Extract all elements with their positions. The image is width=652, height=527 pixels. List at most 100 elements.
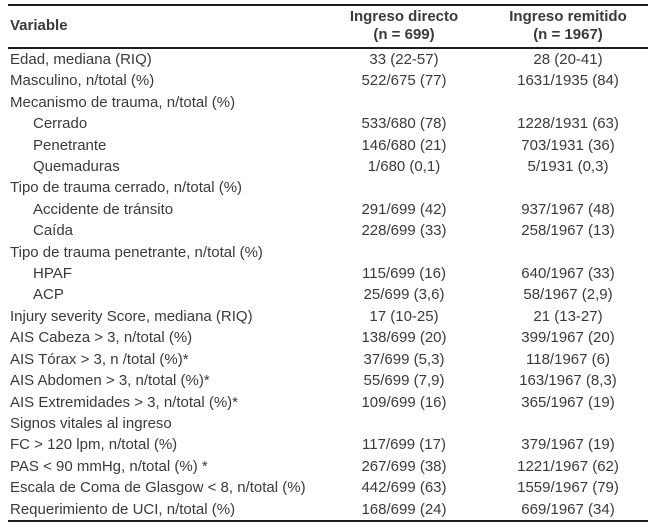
direct-value-cell: 291/699 (42) [361,200,447,218]
remitted-value-cell: 58/1967 (2,9) [523,286,613,304]
header-direct-n: (n = 699) [373,26,435,43]
variable-cell: Mecanismo de trauma, n/total (%) [10,93,236,111]
direct-value-cell: 533/680 (78) [361,115,447,133]
table-header: Variable Ingreso directo (n = 699) Ingre… [8,5,648,49]
table-body: Edad, mediana (RIQ) 33 (22-57) 28 (20-41) M… [8,48,648,521]
variable-cell: PAS < 90 mmHg, n/total (%) * [10,457,208,475]
table-row: AIS Tórax > 3, n /total (%)* 37/699 (5,3)… [8,349,648,370]
table-row: Caída 228/699 (33) 258/1967 (13) [8,220,648,241]
variable-cell: Quemaduras [33,158,120,176]
outcomes-table: Variable Ingreso directo (n = 699) Ingre… [8,4,648,522]
table-row: Edad, mediana (RIQ) 33 (22-57) 28 (20-41) [8,48,648,70]
table-row: AIS Cabeza > 3, n/total (%) 138/699 (20) 3… [8,327,648,348]
direct-value-cell: 117/699 (17) [362,436,446,454]
direct-value-cell: 138/699 (20) [361,329,447,347]
direct-value-cell: 1/680 (0,1) [367,158,441,176]
remitted-value-cell: 5/1931 (0,3) [527,158,609,176]
remitted-value-cell [488,242,648,263]
direct-value-cell: 55/699 (7,9) [363,372,445,390]
remitted-value-cell: 1221/1967 (62) [517,457,619,475]
remitted-value-cell: 1228/1931 (63) [517,115,619,133]
remitted-value-cell: 379/1967 (19) [521,436,615,454]
table-row: Penetrante 146/680 (21) 703/1931 (36) [8,135,648,156]
variable-cell: AIS Tórax > 3, n /total (%)* [10,350,189,368]
direct-value-cell: 168/699 (24) [361,500,447,518]
variable-cell: Escala de Coma de Glasgow < 8, n/total (… [10,479,306,497]
table-row: Cerrado 533/680 (78) 1228/1931 (63) [8,113,648,134]
header-remitted-title: Ingreso remitido [509,8,627,25]
direct-value-cell [320,242,488,263]
variable-cell: AIS Abdomen > 3, n/total (%)* [10,372,210,390]
direct-value-cell: 228/699 (33) [361,222,447,240]
header-row: Variable Ingreso directo (n = 699) Ingre… [8,5,648,49]
variable-cell: HPAF [33,265,72,283]
remitted-value-cell: 1631/1935 (84) [517,72,619,90]
variable-cell: Penetrante [33,136,107,154]
remitted-value-cell: 163/1967 (8,3) [519,372,617,390]
remitted-value-cell: 28 (20-41) [533,51,603,68]
remitted-value-cell [488,413,648,434]
table-row: Signos vitales al ingreso [8,413,648,434]
direct-value-cell [320,413,488,434]
remitted-value-cell: 118/1967 (6) [526,350,610,368]
table-row: AIS Abdomen > 3, n/total (%)* 55/699 (7,9… [8,370,648,391]
table-row: AIS Extremidades > 3, n/total (%)* 109/69… [8,392,648,413]
table-row: Masculino, n/total (%) 522/675 (77) 1631/1… [8,70,648,91]
direct-value-cell: 115/699 (16) [362,265,446,283]
table-row: HPAF 115/699 (16) 640/1967 (33) [8,263,648,284]
variable-cell: Caída [33,222,74,240]
table-row: Requerimiento de UCI, n/total (%) 168/699… [8,499,648,521]
header-remitted-n: (n = 1967) [533,26,603,43]
direct-value-cell: 17 (10-25) [369,307,439,325]
variable-cell: Tipo de trauma cerrado, n/total (%) [10,179,243,197]
variable-cell: AIS Extremidades > 3, n/total (%)* [10,393,239,411]
header-direct-title: Ingreso directo [349,8,459,25]
table-row: Accidente de tránsito 291/699 (42) 937/196… [8,199,648,220]
variable-cell: Masculino, n/total (%) [10,72,155,90]
variable-cell: Cerrado [33,115,88,133]
variable-cell: Signos vitales al ingreso [10,414,172,432]
table-row: Quemaduras 1/680 (0,1) 5/1931 (0,3) [8,156,648,177]
direct-value-cell: 146/680 (21) [361,136,447,154]
remitted-value-cell: 640/1967 (33) [521,265,615,283]
variable-cell: ACP [33,286,64,304]
remitted-value-cell: 669/1967 (34) [521,500,615,518]
direct-value-cell: 33 (22-57) [369,51,439,68]
direct-value-cell: 267/699 (38) [361,457,447,475]
direct-value-cell [320,92,488,113]
header-variable-label: Variable [10,17,68,34]
remitted-value-cell: 365/1967 (19) [521,393,615,411]
table-row: Tipo de trauma penetrante, n/total (%) [8,242,648,263]
variable-cell: Tipo de trauma penetrante, n/total (%) [10,243,263,261]
remitted-value-cell: 937/1967 (48) [521,200,615,218]
header-ingreso-directo: Ingreso directo (n = 699) [320,5,488,49]
header-ingreso-remitido: Ingreso remitido (n = 1967) [488,5,648,49]
remitted-value-cell: 1559/1967 (79) [517,479,619,497]
remitted-value-cell [488,177,648,198]
table-row: Mecanismo de trauma, n/total (%) [8,92,648,113]
table-row: PAS < 90 mmHg, n/total (%) * 267/699 (38)… [8,456,648,477]
table-row: ACP 25/699 (3,6) 58/1967 (2,9) [8,284,648,305]
remitted-value-cell: 703/1931 (36) [521,136,615,154]
variable-cell: Accidente de tránsito [33,200,174,218]
table-row: Escala de Coma de Glasgow < 8, n/total (… [8,477,648,498]
variable-cell: Requerimiento de UCI, n/total (%) [10,500,236,518]
variable-cell: AIS Cabeza > 3, n/total (%) [10,329,193,347]
table-row: Tipo de trauma cerrado, n/total (%) [8,177,648,198]
direct-value-cell: 37/699 (5,3) [363,350,445,368]
variable-cell: Edad, mediana (RIQ) [10,51,152,68]
variable-cell: Injury severity Score, mediana (RIQ) [10,307,253,325]
remitted-value-cell [488,92,648,113]
remitted-value-cell: 399/1967 (20) [521,329,615,347]
remitted-value-cell: 21 (13-27) [533,307,603,325]
direct-value-cell: 25/699 (3,6) [363,286,445,304]
direct-value-cell [320,177,488,198]
header-variable: Variable [8,5,320,49]
remitted-value-cell: 258/1967 (13) [521,222,615,240]
direct-value-cell: 442/699 (63) [361,479,447,497]
variable-cell: FC > 120 lpm, n/total (%) [10,436,178,454]
table-row: Injury severity Score, mediana (RIQ) 17 (… [8,306,648,327]
direct-value-cell: 109/699 (16) [361,393,447,411]
direct-value-cell: 522/675 (77) [361,72,447,90]
table-row: FC > 120 lpm, n/total (%) 117/699 (17) 379… [8,434,648,455]
